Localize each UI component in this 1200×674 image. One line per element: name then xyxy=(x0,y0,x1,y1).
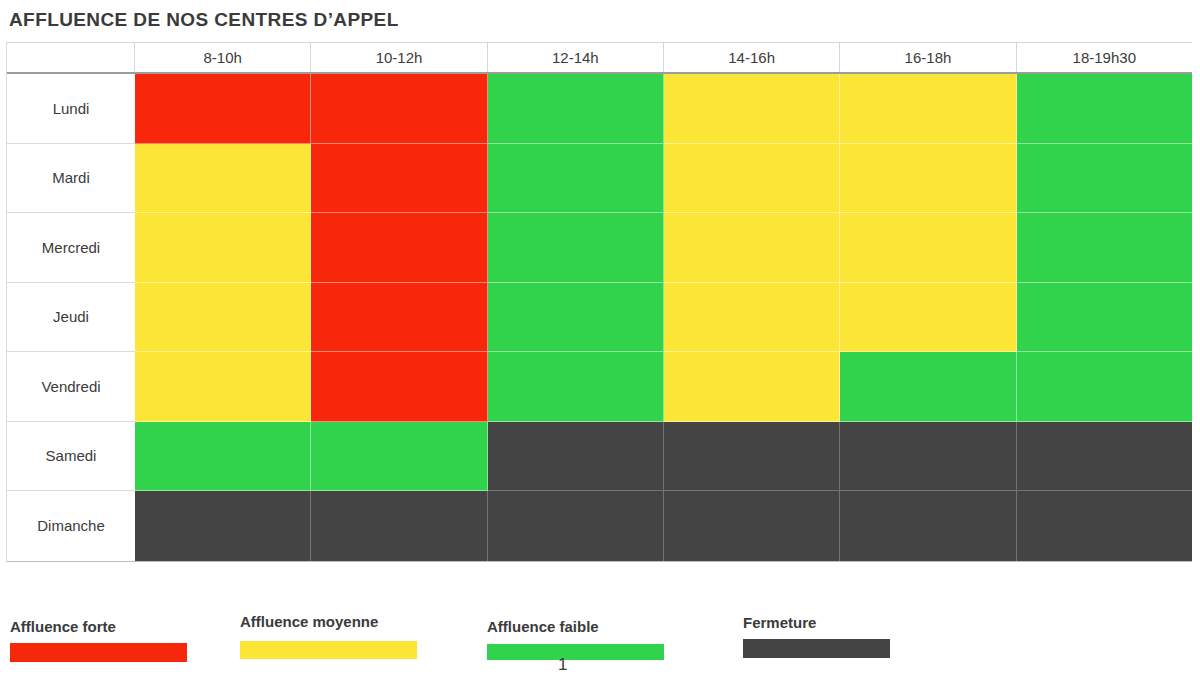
table-row: Lundi xyxy=(7,74,1192,144)
heatmap-cell-faible xyxy=(1017,144,1192,214)
legend-label: Affluence faible xyxy=(487,618,664,635)
heatmap-cell-faible xyxy=(1017,213,1192,283)
heatmap-cell-moyenne xyxy=(664,283,840,353)
heatmap-cell-moyenne xyxy=(664,74,840,144)
heatmap-cell-forte xyxy=(311,213,487,283)
legend-label: Fermeture xyxy=(743,614,890,631)
heatmap-cell-faible xyxy=(840,352,1016,422)
legend-swatch-forte xyxy=(10,643,187,662)
table-row: Jeudi xyxy=(7,283,1192,353)
legend-swatch-faible xyxy=(487,644,664,660)
column-header: 10-12h xyxy=(311,43,487,72)
table-header-row: 8-10h10-12h12-14h14-16h16-18h18-19h30 xyxy=(7,43,1192,74)
heatmap-cell-fermeture xyxy=(664,491,840,561)
legend-label: Affluence moyenne xyxy=(240,613,417,630)
heatmap-cell-faible xyxy=(311,422,487,492)
legend-item: Affluence moyenne xyxy=(240,613,417,659)
legend-item: Fermeture xyxy=(743,614,890,658)
chart-title: AFFLUENCE DE NOS CENTRES D’APPEL xyxy=(9,9,399,31)
heatmap-cell-faible xyxy=(1017,74,1192,144)
heatmap-cell-fermeture xyxy=(1017,491,1192,561)
heatmap-cell-moyenne xyxy=(664,144,840,214)
heatmap-cell-fermeture xyxy=(664,422,840,492)
heatmap-cell-moyenne xyxy=(135,352,311,422)
heatmap-cell-faible xyxy=(488,213,664,283)
table-row: Vendredi xyxy=(7,352,1192,422)
heatmap-cell-fermeture xyxy=(1017,422,1192,492)
column-header: 18-19h30 xyxy=(1017,43,1192,72)
affluence-heatmap-table: 8-10h10-12h12-14h14-16h16-18h18-19h30 Lu… xyxy=(6,42,1192,562)
heatmap-cell-faible xyxy=(488,144,664,214)
header-spacer-cell xyxy=(7,43,135,72)
heatmap-cell-fermeture xyxy=(135,491,311,561)
legend-swatch-fermeture xyxy=(743,639,890,658)
table-row: Samedi xyxy=(7,422,1192,492)
heatmap-cell-faible xyxy=(488,74,664,144)
heatmap-cell-moyenne xyxy=(840,144,1016,214)
day-label: Dimanche xyxy=(7,491,135,561)
heatmap-cell-faible xyxy=(1017,283,1192,353)
heatmap-cell-moyenne xyxy=(840,213,1016,283)
heatmap-cell-forte xyxy=(311,283,487,353)
heatmap-cell-moyenne xyxy=(135,144,311,214)
heatmap-cell-moyenne xyxy=(135,213,311,283)
heatmap-cell-fermeture xyxy=(488,422,664,492)
heatmap-cell-fermeture xyxy=(311,491,487,561)
heatmap-cell-moyenne xyxy=(135,283,311,353)
column-header: 14-16h xyxy=(664,43,840,72)
heatmap-cell-faible xyxy=(1017,352,1192,422)
day-label: Mardi xyxy=(7,144,135,214)
column-header: 16-18h xyxy=(840,43,1016,72)
heatmap-cell-faible xyxy=(488,283,664,353)
heatmap-cell-moyenne xyxy=(840,283,1016,353)
legend-item: Affluence forte xyxy=(10,618,187,662)
day-label: Vendredi xyxy=(7,352,135,422)
heatmap-cell-moyenne xyxy=(840,74,1016,144)
legend-item: Affluence faible xyxy=(487,618,664,660)
heatmap-cell-forte xyxy=(311,74,487,144)
heatmap-cell-fermeture xyxy=(840,422,1016,492)
table-body: LundiMardiMercrediJeudiVendrediSamediDim… xyxy=(7,74,1192,561)
heatmap-cell-forte xyxy=(311,352,487,422)
day-label: Mercredi xyxy=(7,213,135,283)
day-label: Lundi xyxy=(7,74,135,144)
heatmap-cell-forte xyxy=(311,144,487,214)
heatmap-cell-moyenne xyxy=(664,352,840,422)
table-row: Mardi xyxy=(7,144,1192,214)
heatmap-cell-fermeture xyxy=(840,491,1016,561)
day-label: Jeudi xyxy=(7,283,135,353)
heatmap-cell-fermeture xyxy=(488,491,664,561)
heatmap-cell-faible xyxy=(488,352,664,422)
heatmap-cell-forte xyxy=(135,74,311,144)
table-row: Dimanche xyxy=(7,491,1192,561)
heatmap-cell-moyenne xyxy=(664,213,840,283)
column-header: 8-10h xyxy=(135,43,311,72)
legend-label: Affluence forte xyxy=(10,618,187,635)
day-label: Samedi xyxy=(7,422,135,492)
page-number: 1 xyxy=(558,655,567,674)
table-row: Mercredi xyxy=(7,213,1192,283)
column-header: 12-14h xyxy=(488,43,664,72)
legend-swatch-moyenne xyxy=(240,641,417,659)
heatmap-cell-faible xyxy=(135,422,311,492)
